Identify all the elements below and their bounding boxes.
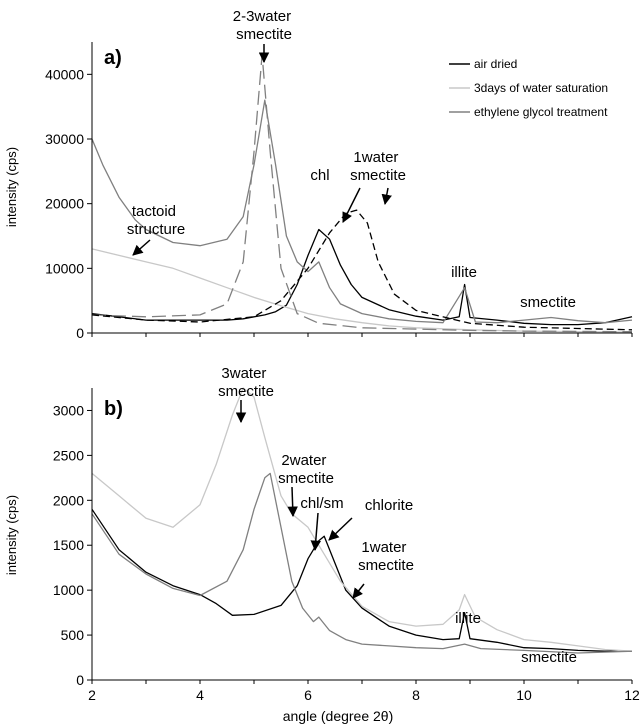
annotation-2water-smectite: 2water smectite xyxy=(278,452,334,487)
annotation-illite: illite xyxy=(451,264,477,281)
panel-a-series-dashed-trace-4 xyxy=(91,209,633,331)
panel-b-x-tick-label: 4 xyxy=(196,687,204,703)
panel-a-series-dashed-trace-3 xyxy=(91,54,633,333)
panel-b-x-tick-label: 2 xyxy=(88,687,96,703)
panel-b-x-tick-label: 10 xyxy=(516,687,532,703)
panel-b-y-axis-label: intensity (cps) xyxy=(4,495,19,575)
annotation-3water-smectite: 3water smectite xyxy=(218,365,274,400)
panel-b-y-tick-label: 1000 xyxy=(53,582,84,598)
annotation-tactoid-structure: tactoid structure xyxy=(127,203,185,238)
annotation-1water-smectite: 1water smectite xyxy=(350,149,406,184)
panel-b-series-ethylene-glycol-treatment xyxy=(91,472,633,654)
panel-b-x-tick-label: 8 xyxy=(412,687,420,703)
panel-b-y-tick-label: 500 xyxy=(61,627,85,643)
panel-a-series-ethylene-glycol-treatment xyxy=(91,99,633,324)
panel-b-series-air-dried xyxy=(91,508,632,652)
legend-water-saturation: 3days of water saturation xyxy=(474,81,608,95)
annotation-chl: chl xyxy=(310,167,329,184)
panel-b-y-tick-label: 2500 xyxy=(53,447,84,463)
panel-b-x-axis-label: angle (degree 2θ) xyxy=(283,708,394,724)
panel-a-legend: air dried 3days of water saturation ethy… xyxy=(449,57,608,119)
legend-air-dried: air dried xyxy=(474,57,517,71)
annotation-arrow xyxy=(287,486,298,518)
annotation-chlorite: chlorite xyxy=(365,497,413,514)
annotation-arrow xyxy=(310,512,321,552)
annotation-arrow xyxy=(342,187,361,223)
panel-b-y-tick-label: 0 xyxy=(76,672,84,688)
panel-a-y-tick-label: 40000 xyxy=(45,66,84,82)
panel-b-chart: 0 500 1000 1500 2000 2500 3000 2 4 6 8 10 12 b) int… xyxy=(4,365,640,724)
panel-a-y-tick-label: 30000 xyxy=(45,131,84,147)
panel-b-annotations: 3water smectite 2water smectite chl/sm c… xyxy=(218,365,577,666)
panel-b-y-tick-label: 3000 xyxy=(53,402,84,418)
panel-a-annotations: 2-3water smectite chl 1water smectite ta… xyxy=(127,8,576,311)
panel-a-series-air-dried xyxy=(91,228,633,326)
panel-b-y-tick-label: 2000 xyxy=(53,492,84,508)
annotation-smectite: smectite xyxy=(521,649,577,666)
annotation-smectite: smectite xyxy=(520,294,576,311)
annotation-arrow xyxy=(132,239,151,256)
annotation-2-3water-smectite: 2-3water smectite xyxy=(233,8,296,43)
panel-a-y-tick-label: 0 xyxy=(76,325,84,341)
panel-a-label: a) xyxy=(104,47,122,69)
panel-b-x-tick-label: 6 xyxy=(304,687,312,703)
panel-b-y-tick-label: 1500 xyxy=(53,537,84,553)
panel-b-x-tick-label: 12 xyxy=(624,687,640,703)
annotation-1water-smectite: 1water smectite xyxy=(358,539,414,574)
panel-a-y-tick-label: 10000 xyxy=(45,260,84,276)
panel-a-chart: 0 10000 20000 30000 40000 a) intensity (cps)… xyxy=(4,8,633,341)
panel-a-y-axis-label: intensity (cps) xyxy=(4,147,19,227)
annotation-illite: illite xyxy=(455,610,481,627)
annotation-arrow xyxy=(352,583,365,599)
legend-ethylene-glycol: ethylene glycol treatment xyxy=(474,105,608,119)
annotation-chl-sm: chl/sm xyxy=(300,495,343,512)
panel-b-series-3days-of-water-saturation xyxy=(91,387,633,652)
panel-b-label: b) xyxy=(104,398,123,420)
annotation-arrow xyxy=(328,517,353,541)
panel-a-y-tick-label: 20000 xyxy=(45,196,84,212)
annotation-arrow xyxy=(381,187,392,206)
